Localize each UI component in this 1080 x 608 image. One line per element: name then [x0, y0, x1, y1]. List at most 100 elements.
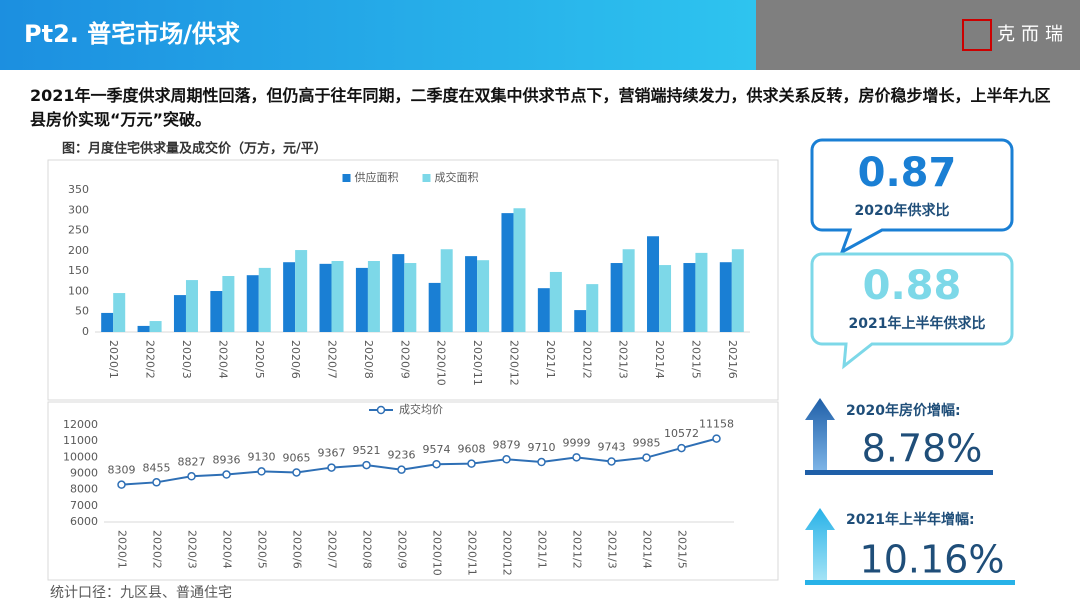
x-tick-label: 2021/1	[544, 340, 557, 379]
bar	[331, 261, 344, 332]
x-tick-label: 2020/4	[216, 340, 229, 379]
title: Pt2. 普宅市场/供求	[24, 20, 240, 48]
data-label: 11158	[699, 418, 734, 431]
bar	[258, 267, 271, 332]
y-tick-label: 150	[68, 264, 89, 277]
legend-label: 成交均价	[399, 402, 443, 416]
header-bar	[0, 0, 756, 70]
x-tick-label: 2021/5	[689, 340, 702, 379]
x-tick-label: 2021/5	[676, 530, 689, 569]
bar	[465, 256, 478, 332]
bar	[622, 249, 635, 332]
y-tick-label: 200	[68, 244, 89, 257]
callout-value: 0.88	[863, 263, 962, 309]
x-tick-label: 2020/7	[326, 530, 339, 569]
x-tick-label: 2021/3	[617, 340, 630, 379]
x-tick-label: 2020/11	[471, 340, 484, 386]
bar	[149, 321, 162, 332]
bar	[137, 325, 150, 332]
data-label: 9367	[318, 447, 346, 460]
legend-label: 供应面积	[355, 170, 399, 184]
logo: 克而瑞	[997, 24, 1069, 45]
callout-label: 2020年房价增幅:	[846, 402, 961, 419]
arrow-base	[805, 470, 993, 475]
data-label: 9985	[633, 437, 661, 450]
bar	[659, 265, 672, 332]
x-tick-label: 2020/7	[326, 340, 339, 379]
line-panel	[47, 401, 779, 581]
y-tick-label: 10000	[63, 450, 98, 463]
x-tick-label: 2020/10	[431, 530, 444, 576]
point	[537, 457, 546, 467]
bar	[440, 249, 453, 332]
y-tick-label: 250	[68, 224, 89, 237]
summary-box: 2021年一季度供求周期性回落，但仍高于往年同期，二季度在双集中供求节点下，营销…	[30, 86, 1051, 129]
point	[222, 470, 231, 479]
y-tick-label: 0	[82, 325, 89, 338]
data-label: 8936	[213, 454, 241, 467]
point	[572, 453, 581, 462]
arrow-base	[805, 580, 1015, 585]
footnote: 统计口径：九区县、普通住宅	[50, 585, 232, 601]
summary: 2021年一季度供求周期性回落，但仍高于往年同期，二季度在双集中供求节点下，营销…	[30, 86, 1051, 129]
point	[607, 457, 616, 466]
data-label: 9608	[458, 443, 486, 456]
arrow	[805, 398, 835, 472]
legend-label: 成交面积	[435, 170, 479, 184]
y-tick-label: 6000	[70, 515, 98, 528]
x-tick-label: 2020/2	[144, 340, 157, 379]
x-tick-label: 2020/6	[289, 340, 302, 379]
bar	[731, 249, 744, 332]
point	[642, 453, 651, 462]
legend-swatch	[376, 405, 386, 415]
x-tick-label: 2020/10	[435, 340, 448, 386]
caption: 图：月度住宅供求量及成交价（万方，元/平）	[62, 141, 327, 157]
callout-label: 2021年上半年供求比	[849, 315, 986, 332]
bar	[477, 260, 490, 332]
x-tick-label: 2020/11	[466, 530, 479, 576]
line	[121, 437, 717, 486]
bar	[647, 236, 660, 332]
bubble	[810, 138, 1014, 256]
bar	[319, 263, 332, 332]
bar	[222, 276, 235, 332]
y-tick-label: 350	[68, 183, 89, 196]
bubble	[810, 252, 1014, 370]
data-label: 9743	[598, 440, 626, 453]
y-tick-label: 7000	[70, 499, 98, 512]
bar	[501, 213, 514, 332]
data-label: 9521	[353, 444, 381, 457]
point	[327, 463, 336, 472]
legend-swatch	[422, 174, 431, 182]
x-tick-label: 2020/5	[253, 340, 266, 379]
bar	[246, 275, 259, 332]
x-tick-label: 2020/8	[361, 530, 374, 569]
legend-swatch	[342, 174, 351, 182]
callout-value: 0.87	[858, 150, 957, 196]
x-tick-label: 2020/1	[116, 530, 129, 569]
arrow	[805, 508, 835, 582]
x-tick-label: 2021/2	[580, 340, 593, 379]
x-tick-label: 2021/6	[726, 340, 739, 379]
y-tick-label: 100	[68, 284, 89, 297]
bar	[101, 312, 114, 332]
data-label: 8309	[108, 464, 136, 477]
data-label: 9710	[528, 441, 556, 454]
y-tick-label: 12000	[63, 418, 98, 431]
bar	[549, 271, 562, 332]
bar	[173, 295, 186, 332]
x-tick-label: 2021/4	[653, 340, 666, 379]
x-tick-label: 2020/12	[501, 530, 514, 576]
data-label: 9574	[423, 443, 451, 456]
callout-value: 8.78%	[862, 427, 983, 471]
data-label: 9999	[563, 436, 591, 449]
point	[152, 478, 161, 487]
point	[187, 472, 196, 481]
point	[397, 465, 406, 474]
x-tick-label: 2020/5	[256, 530, 269, 569]
data-label: 9236	[388, 449, 416, 462]
x-tick-label: 2021/1	[536, 530, 549, 569]
y-tick-label: 9000	[70, 467, 98, 480]
callout-value: 10.16%	[860, 538, 1005, 582]
